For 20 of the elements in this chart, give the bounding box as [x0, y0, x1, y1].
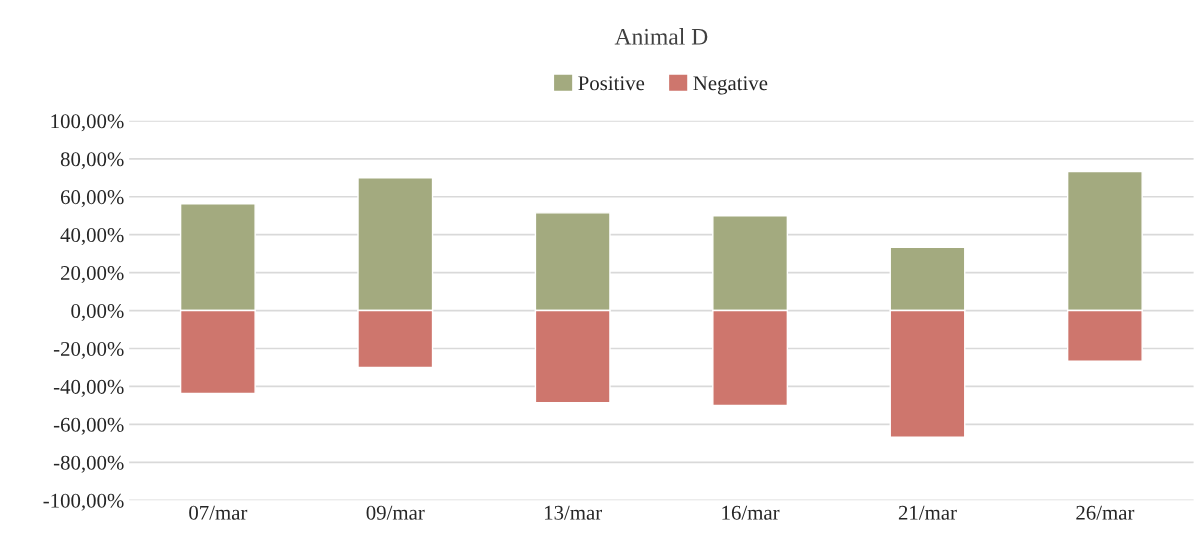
y-tick-label: -20,00% [53, 341, 124, 359]
y-tick-label: 0,00% [71, 303, 124, 321]
y-tick-label: -80,00% [53, 455, 124, 473]
y-tick-label: -100,00% [43, 493, 124, 511]
x-tick-label: 13/mar [545, 505, 603, 520]
x-tick-label: 07/mar [189, 505, 248, 520]
y-tick-label: -60,00% [53, 417, 124, 435]
y-tick-label: 40,00% [60, 228, 124, 246]
legend-label: Positive [578, 76, 645, 91]
x-tick-label: 21/mar [898, 505, 957, 520]
x-tick-label: 09/mar [366, 505, 425, 520]
y-tick-label: 100,00% [51, 114, 124, 132]
y-tick-label: 80,00% [60, 152, 124, 170]
chart-title: Animal D [614, 28, 708, 45]
y-tick-label: -40,00% [53, 379, 124, 397]
x-tick-label: 16/mar [722, 505, 780, 520]
legend-label: Negative [693, 76, 768, 95]
y-tick-label: 20,00% [60, 266, 124, 284]
x-tick-label: 26/mar [1076, 505, 1135, 520]
y-tick-label: 60,00% [60, 190, 124, 208]
